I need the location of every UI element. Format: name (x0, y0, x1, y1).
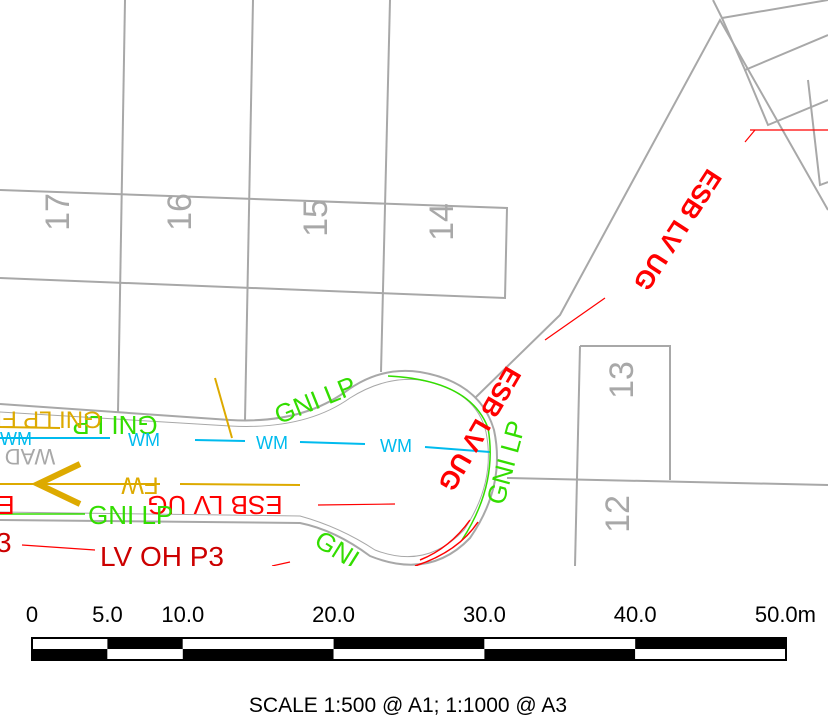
scale-bar-segment (32, 638, 108, 649)
scale-bar-segment (484, 649, 636, 660)
lv-oh-partial-label: 3 (0, 527, 12, 558)
scale-bar: 0 5.0 10.0 20.0 30.0 40.0 50.0m SCALE 1:500 @ … (26, 602, 816, 717)
esb-lv-ug-label: ESB LV UG (147, 490, 282, 520)
gni-lp-label: GNI LP (270, 370, 360, 430)
scale-caption: SCALE 1:500 @ A1; 1:1000 @ A3 (249, 694, 567, 717)
map-drawing: 17 16 15 14 13 12 ESB LV UG ESB LV UG ES… (0, 0, 828, 574)
scale-tick-label: 5.0 (92, 602, 123, 627)
scale-bar-segment (333, 649, 485, 660)
lv-oh-label: LV OH P3 (100, 541, 224, 572)
fw-label: FW (121, 472, 159, 499)
gni-partial-label: GNI (310, 524, 365, 574)
gni-lp-label: GNI LP (72, 410, 157, 440)
plot-number: 14 (423, 203, 461, 241)
scale-tick-label: 40.0 (614, 602, 657, 627)
scale-bar-segments (31, 637, 787, 661)
gni-lp-label: GNI LP (88, 500, 173, 530)
scale-bar-segment (182, 649, 334, 660)
road-outline (0, 369, 498, 566)
wm-label: WM (0, 429, 32, 449)
plot-number: 16 (161, 193, 199, 231)
scale-bar-frame (31, 637, 787, 661)
scale-bar-segment (484, 638, 636, 649)
foul-lines (0, 377, 301, 507)
plot-number: 15 (297, 199, 335, 237)
scale-bar-segment (107, 649, 183, 660)
plot-number: 17 (39, 193, 77, 231)
scale-bar-segment (182, 638, 334, 649)
scale-tick-label: 30.0 (463, 602, 506, 627)
plot-labels: 17 16 15 14 13 12 (39, 193, 641, 533)
scale-bar-segment (635, 638, 786, 649)
scale-bar-segment (333, 638, 485, 649)
scale-bar-ticks: 0 5.0 10.0 20.0 30.0 40.0 50.0m (26, 602, 816, 627)
water-main (0, 426, 491, 453)
esb-lines (21, 129, 828, 566)
scale-bar-segment (107, 638, 183, 649)
plot-number: 13 (603, 361, 641, 399)
scale-tick-label: 20.0 (312, 602, 355, 627)
scale-tick-label: 0 (26, 602, 38, 627)
wm-label: WM (128, 430, 160, 450)
plot-number: 12 (599, 495, 637, 533)
scale-tick-label: 50.0m (755, 602, 816, 627)
scale-tick-label: 10.0 (161, 602, 204, 627)
wm-label: WM (256, 433, 288, 453)
scale-bar-segment (32, 649, 108, 660)
esb-partial-label: E (0, 490, 15, 520)
gni-lp-fir-label: GNI LP FIR (0, 406, 102, 433)
wad-label: WAD (5, 444, 56, 469)
plot-boundaries (0, 0, 828, 566)
gas-lines (0, 375, 491, 566)
wm-label: WM (380, 436, 412, 456)
esb-lv-ug-label: ESB LV UG (628, 164, 728, 296)
scale-bar-segment (635, 649, 786, 660)
